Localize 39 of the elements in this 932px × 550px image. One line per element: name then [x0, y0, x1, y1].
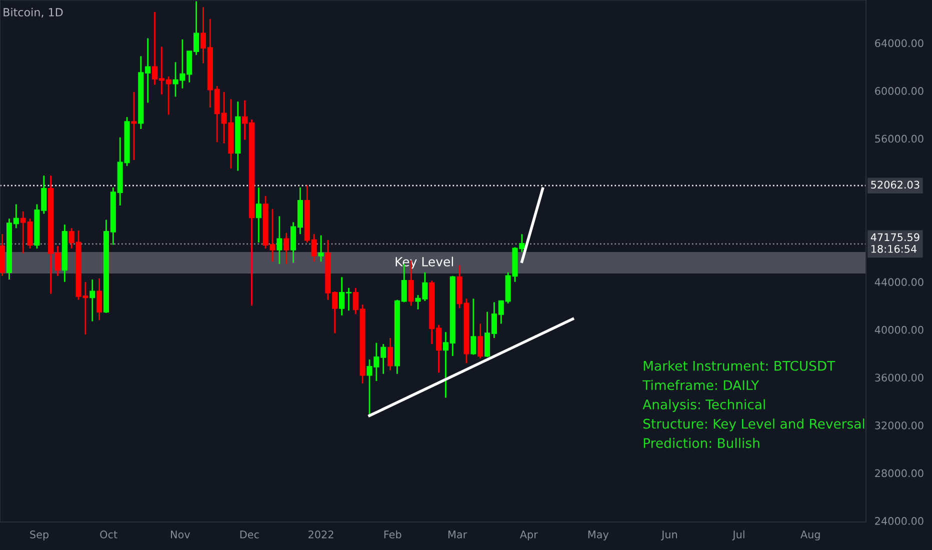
x-tick-label: Sep — [30, 530, 49, 540]
annotation: Prediction: Bullish — [644, 438, 760, 448]
ref-line-label: 52062.03 — [871, 180, 920, 189]
candlestick — [90, 278, 96, 322]
candlestick — [256, 186, 262, 244]
y-tick-label: 24000.00 — [875, 517, 924, 525]
ref-line-label: 47175.59 18:16:54 — [870, 233, 920, 253]
candlestick — [470, 298, 476, 356]
y-tick-label: 32000.00 — [875, 421, 924, 430]
x-tick-label: Jul — [732, 530, 744, 540]
candlestick — [478, 323, 484, 360]
x-tick-label: May — [588, 530, 609, 540]
x-tick-label: Apr — [520, 530, 538, 540]
y-tick-label: 60000.00 — [875, 87, 924, 95]
y-tick-label: 28000.00 — [875, 469, 924, 478]
y-tick-label: 36000.00 — [875, 374, 924, 382]
annotation: Structure: Key Level and Reversal — [643, 418, 864, 432]
candlestick — [96, 278, 102, 321]
x-tick-label: Oct — [100, 530, 118, 538]
y-tick-label: 44000.00 — [874, 278, 924, 286]
x-tick-label: Nov — [170, 530, 190, 538]
candlestick — [131, 91, 137, 161]
annotation: Timeframe: DAILY — [642, 380, 760, 390]
x-tick-label: Mar — [448, 530, 468, 538]
x-tick-label: Jun — [661, 530, 677, 540]
annotation: Analysis: Technical — [642, 399, 765, 412]
annotation: Market Instrument: BTCUSDT — [644, 360, 836, 371]
candlestick — [388, 337, 394, 371]
candlestick — [318, 234, 324, 262]
text: Bitcoin, 1D — [4, 8, 63, 18]
x-tick-label: 2022 — [308, 530, 334, 538]
y-tick-label: 56000.00 — [875, 134, 924, 143]
x-tick-label: Feb — [384, 530, 402, 538]
x-tick-label: Dec — [240, 530, 259, 538]
y-tick-label: 40000.00 — [874, 326, 924, 334]
candlestick — [284, 232, 290, 265]
y-tick-label: 64000.00 — [875, 39, 924, 48]
candlestick — [276, 216, 282, 265]
x-tick-label: Aug — [800, 530, 820, 540]
